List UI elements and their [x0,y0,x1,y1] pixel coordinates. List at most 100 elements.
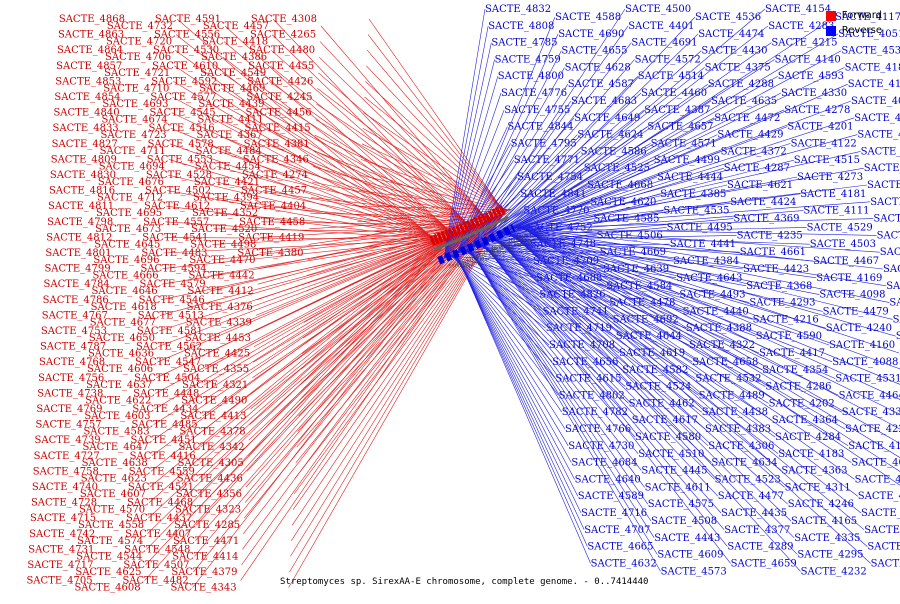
reverse-gene-link [494,236,795,539]
reverse-gene-link [493,237,785,488]
forward-gene-link [363,112,508,212]
reverse-gene-link [511,167,864,230]
reverse-gene-label: SACTE_4766 [565,424,631,435]
forward-gene-link [203,230,466,401]
reverse-gene-link [503,232,833,363]
reverse-gene-label: SACTE_4643 [676,273,742,284]
reverse-gene-link [491,238,769,404]
reverse-gene-label: SACTE_4080 [889,298,900,309]
reverse-gene-label: SACTE_4423 [743,264,809,275]
reverse-gene-link [453,254,566,430]
reverse-gene-label: SACTE_4655 [561,46,627,57]
forward-gene-link [253,223,481,347]
forward-gene-link [172,96,440,242]
reverse-gene-label: SACTE_4690 [558,29,624,40]
reverse-gene-link [458,100,572,253]
forward-gene-label: SACTE_4482 [122,576,188,587]
forward-gene-label: SACTE_4801 [45,248,111,259]
forward-gene-label: SACTE_4520 [191,224,257,235]
forward-gene-label: SACTE_4379 [171,567,237,578]
forward-gene-link [213,228,461,233]
reverse-gene-label: SACTE_4770 [523,206,589,217]
reverse-gene-label: SACTE_4229 [845,424,900,435]
forward-gene-link [150,236,451,472]
reverse-gene-label: SACTE_4384 [673,256,739,267]
reverse-gene-link [466,249,636,438]
forward-gene-label: SACTE_4342 [179,442,245,453]
forward-gene-link [241,220,488,566]
reverse-gene-label: SACTE_4385 [660,189,726,200]
forward-gene-label: SACTE_4454 [195,161,261,172]
reverse-gene-label: SACTE_4435 [721,508,787,519]
forward-gene-label: SACTE_4545 [149,108,215,119]
reverse-gene-label: SACTE_4322 [689,340,755,351]
reverse-gene-link [508,50,842,231]
forward-gene-label: SACTE_4451 [131,435,197,446]
reverse-gene-label: SACTE_4509 [873,214,900,225]
reverse-gene-label: SACTE_4759 [495,54,561,65]
forward-gene-label: SACTE_4574 [77,536,143,547]
scale-tick-label: 4700 kbp [499,242,523,248]
forward-gene-label: SACTE_4442 [188,271,254,282]
reverse-gene-label: SACTE_4826 [539,290,605,301]
forward-gene-link [361,143,508,211]
reverse-gene-label: SACTE_4160 [829,340,895,351]
forward-gene-label: SACTE_4583 [83,427,149,438]
reverse-gene-label: SACTE_4531 [835,374,900,385]
reverse-gene-label: SACTE_4395 [896,331,900,342]
reverse-gene-label: SACTE_4201 [787,122,853,133]
reverse-gene-label: SACTE_4609 [657,550,723,561]
reverse-gene-label: SACTE_4383 [705,424,771,435]
forward-gene-label: SACTE_4721 [104,68,170,79]
forward-gene-label: SACTE_4480 [249,45,315,56]
reverse-gene-link [516,226,900,385]
forward-gene-label: SACTE_4646 [92,286,158,297]
forward-gene-link [289,212,504,573]
scale-tick-label: 4800 kbp [491,246,515,252]
reverse-gene-link [454,254,579,497]
reverse-gene-link [478,243,699,396]
forward-gene-label: SACTE_4610 [152,61,218,72]
forward-gene-label: SACTE_4556 [154,30,220,41]
reverse-gene-link [489,238,756,337]
reverse-gene-label: SACTE_4615 [555,374,621,385]
forward-gene-link [357,209,511,223]
forward-gene-link [368,18,505,213]
reverse-gene-link [513,227,877,236]
reverse-gene-label: SACTE_4110 [848,79,900,90]
forward-gene-link [157,237,448,363]
forward-gene-link [217,150,459,234]
reverse-gene-link [516,225,900,400]
scale-tick-label: 5200 kbp [457,260,481,266]
reverse-gene-link [515,226,896,337]
forward-gene-link [365,81,507,212]
forward-gene-link [318,56,489,221]
forward-gene-link [313,150,492,219]
reverse-gene-link [483,67,705,243]
reverse-gene-link [494,236,798,555]
reverse-gene-link [517,225,900,415]
forward-gene-label: SACTE_4756 [38,373,104,384]
reverse-gene-label: SACTE_4795 [511,138,577,149]
forward-gene-label: SACTE_4798 [47,217,113,228]
forward-gene-link [155,237,449,394]
forward-gene-link [316,103,491,220]
reverse-gene-label: SACTE_4659 [731,558,797,569]
forward-gene-label: SACTE_4618 [91,302,157,313]
reverse-gene-label: SACTE_4590 [756,331,822,342]
reverse-gene-link [518,224,900,486]
reverse-gene-link [482,242,731,564]
forward-gene-link [204,230,465,386]
reverse-gene-label: SACTE_4752 [527,222,593,233]
legend: Forward Reverse [825,10,882,40]
reverse-gene-label: SACTE_4284 [775,432,841,443]
reverse-gene-label: SACTE_4074 [851,458,900,469]
reverse-gene-label: SACTE_4199 [871,558,900,569]
forward-gene-link [192,227,471,588]
forward-gene-label: SACTE_4285 [174,520,240,531]
forward-gene-label: SACTE_4647 [83,442,149,453]
forward-gene-label: SACTE_4840 [53,108,119,119]
reverse-gene-link [507,230,868,547]
reverse-gene-link [513,227,884,270]
